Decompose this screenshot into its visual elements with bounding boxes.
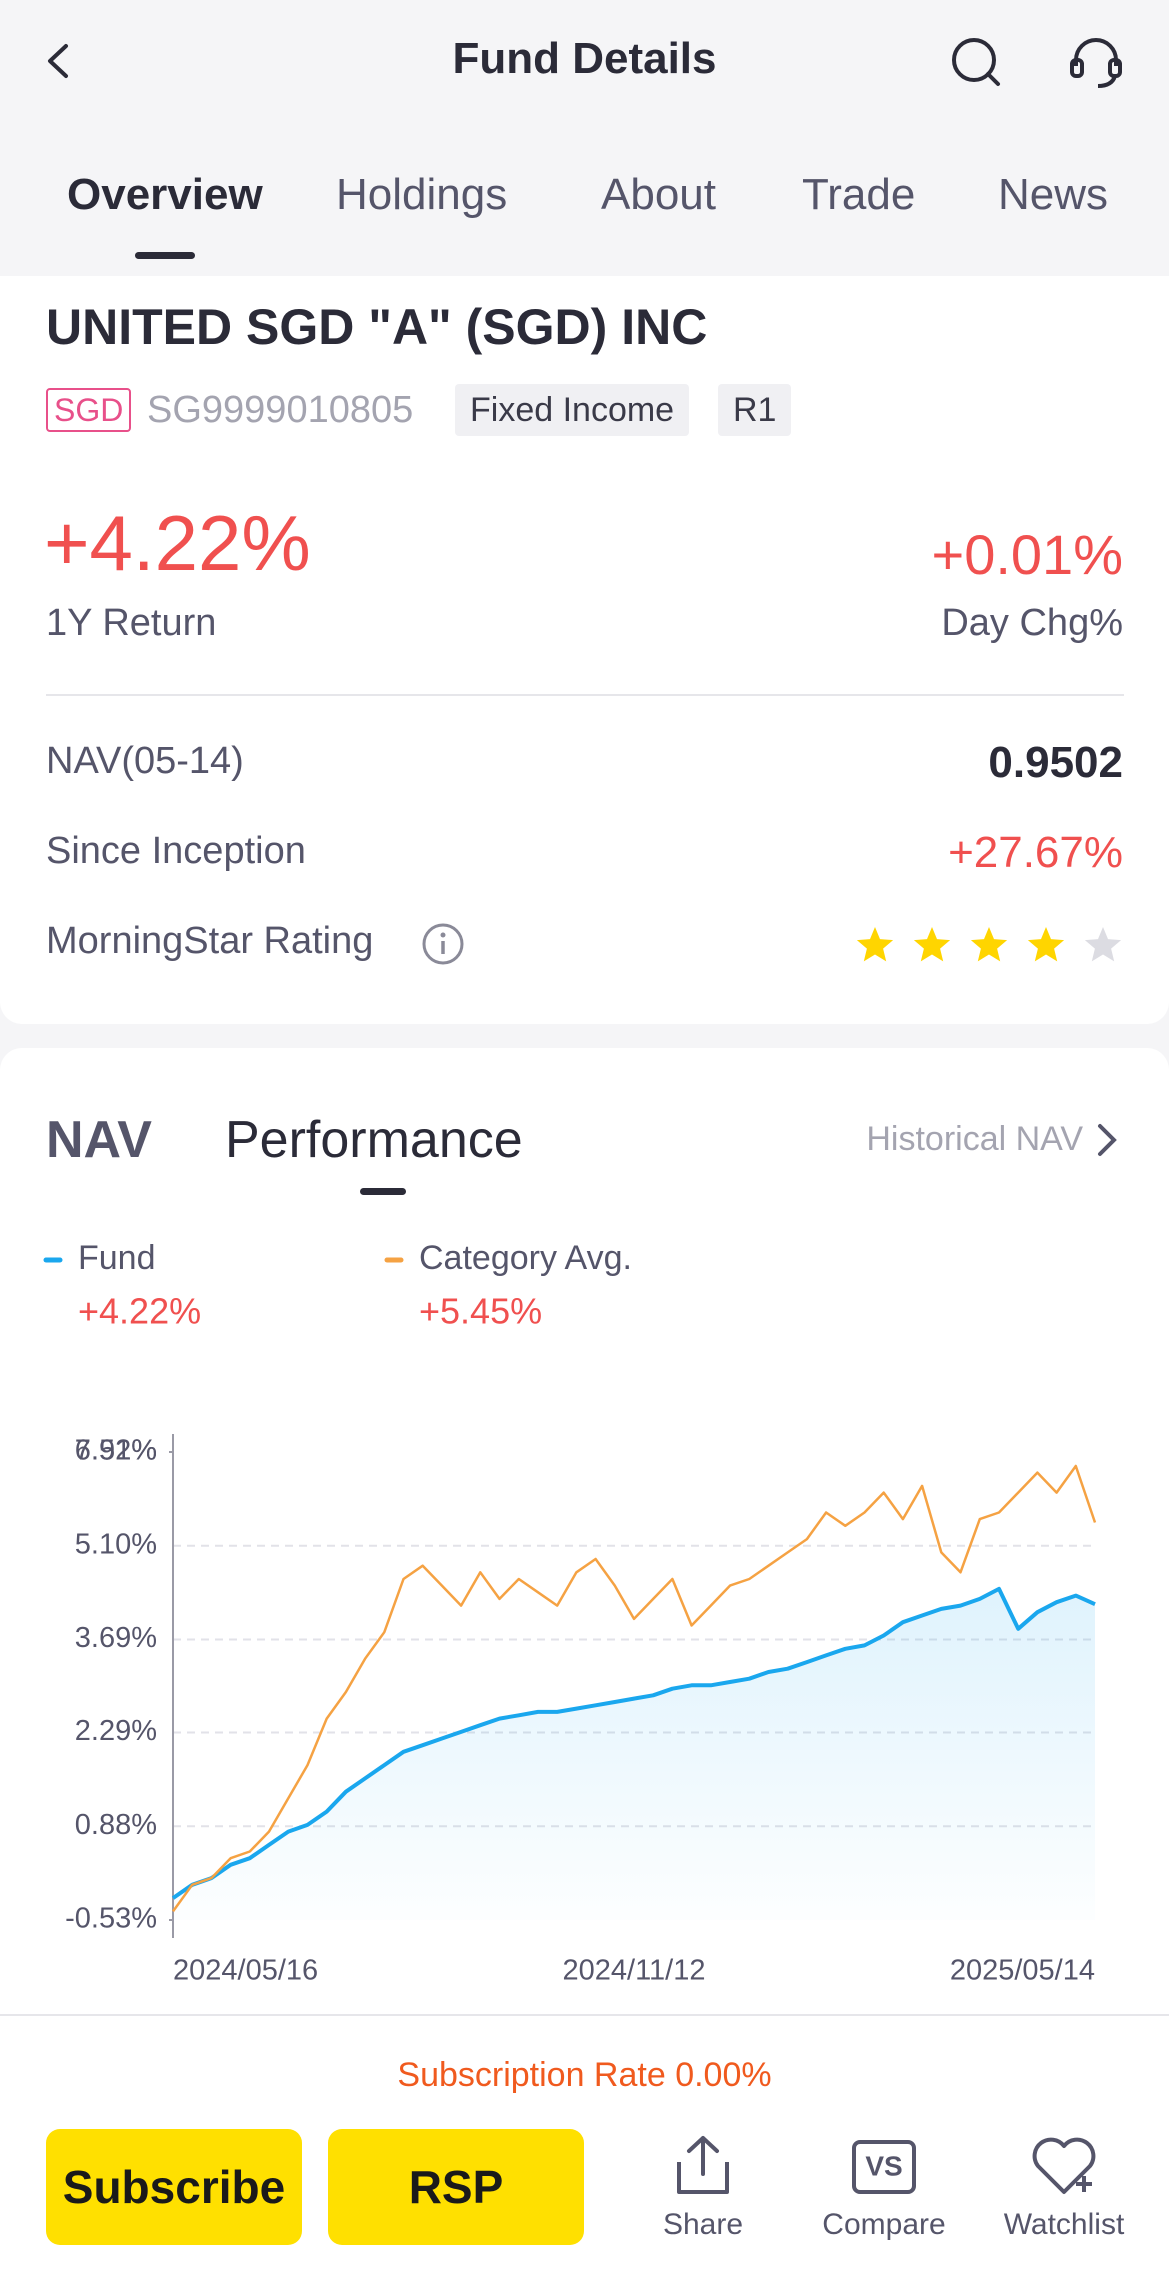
rating-star (970, 927, 1008, 962)
day-change: +0.01% (931, 523, 1124, 586)
legend-label: Fund (78, 1239, 156, 1277)
detail-label: NAV(05-14) (46, 740, 244, 782)
svg-text:VS: VS (865, 2150, 902, 2181)
historical-nav-link[interactable]: Historical NAV (866, 1120, 1083, 1158)
one-year-label: 1Y Return (46, 602, 217, 644)
legend-value: +5.45% (419, 1291, 542, 1332)
tab[interactable]: News (998, 170, 1109, 219)
rating-star (1084, 927, 1122, 962)
subscribe-button[interactable]: Subscribe (46, 2129, 302, 2245)
tab[interactable]: Overview (67, 170, 263, 219)
y-tick-label: 2.29% (75, 1715, 157, 1747)
rating-stars (856, 927, 1122, 962)
action-label[interactable]: Watchlist (1003, 2208, 1125, 2241)
y-tick-label: 5.10% (75, 1528, 157, 1560)
chart: Fund +4.22% Category Avg. +5.45% -0.53% 0.88%… (43, 1239, 1097, 1987)
legend-value: +4.22% (78, 1291, 201, 1332)
chart-tab-indicator (360, 1188, 406, 1195)
currency-tag: SGD (46, 388, 132, 432)
rating-star (913, 927, 951, 962)
page-title: Fund Details (452, 34, 717, 83)
isin: SG9999010805 (147, 389, 414, 431)
series-line (171, 1464, 1097, 1913)
detail-value: +27.67% (948, 828, 1123, 877)
chart-tab[interactable]: NAV (46, 1111, 152, 1169)
chart-tab[interactable]: Performance (225, 1111, 523, 1169)
day-change-label: Day Chg% (941, 602, 1123, 644)
detail-value: 0.9502 (988, 738, 1123, 787)
divider (46, 694, 1124, 696)
y-tick-label: 6.51% (75, 1435, 157, 1467)
tab[interactable]: Holdings (336, 170, 508, 219)
series-line (171, 1586, 1096, 1900)
tag: Fixed Income (455, 384, 690, 436)
footer: Subscription Rate 0.00% Subscribe RSP VS… (0, 2014, 1169, 2280)
search-button[interactable] (948, 34, 1004, 90)
series-area (173, 1588, 1095, 1920)
rsp-button[interactable]: RSP (328, 2129, 584, 2245)
legend-label: Category Avg. (419, 1239, 632, 1277)
tag: R1 (718, 384, 792, 436)
info-icon[interactable] (420, 921, 466, 967)
x-tick-label: 2024/05/16 (173, 1955, 318, 1987)
y-tick-label: 3.69% (75, 1622, 157, 1654)
support-button[interactable] (1066, 32, 1126, 92)
detail-label: MorningStar Rating (46, 920, 374, 962)
rating-star (1027, 927, 1065, 962)
y-tick-label: -0.53% (65, 1903, 157, 1935)
y-tick-label: 0.88% (75, 1809, 157, 1841)
rating-star (856, 927, 894, 962)
share-icon[interactable] (673, 2132, 733, 2198)
fund-card: UNITED SGD "A" (SGD) INC SGD SG999901080… (0, 276, 1169, 1024)
subscription-rate: Subscription Rate 0.00% (397, 2056, 772, 2094)
x-tick-label: 2024/11/12 (563, 1955, 706, 1987)
tab-indicator (135, 252, 195, 259)
tab[interactable]: Trade (802, 170, 916, 219)
chevron (1098, 1124, 1117, 1156)
detail-label: Since Inception (46, 830, 306, 872)
compare-icon[interactable]: VS (850, 2134, 918, 2198)
watchlist-icon[interactable] (1028, 2134, 1100, 2198)
x-tick-label: 2025/05/14 (950, 1955, 1095, 1987)
header: Fund Details Overview Holdings About Trade N… (0, 0, 1169, 276)
action-label[interactable]: Share (662, 2208, 744, 2241)
back-button[interactable] (40, 40, 80, 82)
tab[interactable]: About (601, 170, 716, 219)
one-year-return: +4.22% (44, 499, 311, 587)
fund-name: UNITED SGD "A" (SGD) INC (46, 299, 708, 355)
y-tick-label: 7.92% (75, 1435, 157, 1467)
action-label[interactable]: Compare (822, 2208, 946, 2241)
